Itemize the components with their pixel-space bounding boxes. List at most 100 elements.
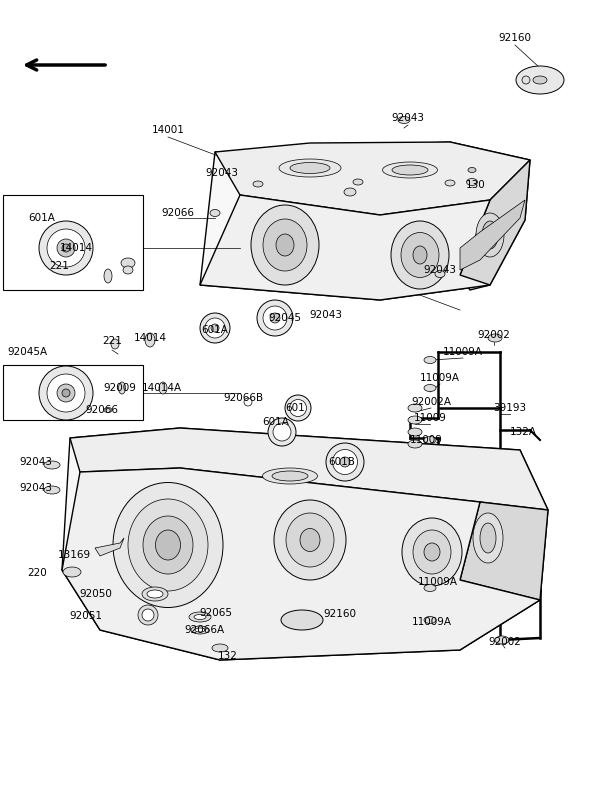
Text: 601A: 601A xyxy=(202,325,229,335)
Text: 92002: 92002 xyxy=(488,637,521,647)
Text: 92043: 92043 xyxy=(310,310,343,320)
Ellipse shape xyxy=(143,516,193,574)
Ellipse shape xyxy=(195,628,205,632)
Ellipse shape xyxy=(408,416,422,424)
Ellipse shape xyxy=(212,644,228,652)
Text: 92043: 92043 xyxy=(205,168,239,178)
Ellipse shape xyxy=(345,189,355,195)
Text: 92160: 92160 xyxy=(323,609,356,619)
Ellipse shape xyxy=(276,234,294,256)
Text: 92050: 92050 xyxy=(80,589,112,599)
Text: 11009A: 11009A xyxy=(420,373,460,383)
Text: 220: 220 xyxy=(27,568,47,578)
Ellipse shape xyxy=(468,167,476,173)
Ellipse shape xyxy=(104,269,112,283)
Ellipse shape xyxy=(155,530,181,560)
Text: 92043: 92043 xyxy=(19,457,53,467)
Ellipse shape xyxy=(111,339,119,349)
Text: 92002A: 92002A xyxy=(411,397,451,407)
Polygon shape xyxy=(460,200,525,270)
Ellipse shape xyxy=(482,221,498,249)
Ellipse shape xyxy=(44,461,60,469)
Ellipse shape xyxy=(119,382,125,394)
Ellipse shape xyxy=(413,246,427,264)
Polygon shape xyxy=(215,142,530,215)
Ellipse shape xyxy=(488,334,502,342)
Text: 92009: 92009 xyxy=(104,383,136,393)
Ellipse shape xyxy=(272,471,308,481)
Ellipse shape xyxy=(147,590,163,598)
Ellipse shape xyxy=(344,188,356,196)
Polygon shape xyxy=(460,502,548,600)
Ellipse shape xyxy=(205,318,225,338)
Ellipse shape xyxy=(445,180,455,186)
Polygon shape xyxy=(70,428,548,510)
Text: 14014: 14014 xyxy=(59,243,92,253)
Ellipse shape xyxy=(290,400,307,416)
Text: 92066B: 92066B xyxy=(223,393,263,403)
Bar xyxy=(3,365,143,420)
Ellipse shape xyxy=(392,165,428,175)
Ellipse shape xyxy=(268,418,296,446)
Ellipse shape xyxy=(286,513,334,567)
Text: 11009: 11009 xyxy=(410,435,442,445)
Ellipse shape xyxy=(340,457,350,467)
Ellipse shape xyxy=(191,626,209,634)
Polygon shape xyxy=(200,195,490,300)
Ellipse shape xyxy=(47,229,85,267)
Ellipse shape xyxy=(273,423,291,441)
Ellipse shape xyxy=(145,333,155,347)
Ellipse shape xyxy=(121,258,135,268)
Text: 92045A: 92045A xyxy=(7,347,47,357)
Ellipse shape xyxy=(211,324,219,332)
Ellipse shape xyxy=(57,239,75,257)
Text: 11009A: 11009A xyxy=(443,347,483,357)
Text: 92066: 92066 xyxy=(86,405,119,415)
Ellipse shape xyxy=(253,181,263,187)
Ellipse shape xyxy=(62,244,70,252)
Ellipse shape xyxy=(424,543,440,561)
Ellipse shape xyxy=(424,584,436,592)
Text: 11009: 11009 xyxy=(413,413,446,423)
Ellipse shape xyxy=(300,528,320,551)
Ellipse shape xyxy=(263,219,307,271)
Text: 92043: 92043 xyxy=(424,265,457,275)
Ellipse shape xyxy=(263,306,287,330)
Ellipse shape xyxy=(44,486,60,494)
Ellipse shape xyxy=(424,357,436,363)
Text: 130: 130 xyxy=(466,180,486,190)
Polygon shape xyxy=(200,142,530,300)
Bar xyxy=(3,195,143,290)
Ellipse shape xyxy=(424,436,436,443)
Text: 92043: 92043 xyxy=(19,483,53,493)
Ellipse shape xyxy=(533,76,547,84)
Text: 92065: 92065 xyxy=(199,608,233,618)
Ellipse shape xyxy=(383,162,437,178)
Ellipse shape xyxy=(285,395,311,421)
Ellipse shape xyxy=(200,313,230,343)
Ellipse shape xyxy=(332,450,358,474)
Polygon shape xyxy=(62,468,540,660)
Ellipse shape xyxy=(142,609,154,621)
Ellipse shape xyxy=(194,615,206,619)
Text: 39193: 39193 xyxy=(493,403,527,413)
Ellipse shape xyxy=(480,523,496,553)
Ellipse shape xyxy=(62,389,70,397)
Text: parts.rewiki.pl: parts.rewiki.pl xyxy=(250,460,370,540)
Ellipse shape xyxy=(104,408,112,412)
Ellipse shape xyxy=(113,482,223,607)
Ellipse shape xyxy=(473,513,503,563)
Text: 92160: 92160 xyxy=(499,33,532,43)
Ellipse shape xyxy=(424,616,436,623)
Ellipse shape xyxy=(274,500,346,580)
Ellipse shape xyxy=(408,428,422,436)
Ellipse shape xyxy=(210,209,220,216)
Ellipse shape xyxy=(413,530,451,574)
Text: 92051: 92051 xyxy=(70,611,103,621)
Ellipse shape xyxy=(408,404,422,412)
Ellipse shape xyxy=(435,270,445,278)
Ellipse shape xyxy=(495,636,509,644)
Ellipse shape xyxy=(142,587,168,601)
Ellipse shape xyxy=(401,232,439,278)
Text: 601B: 601B xyxy=(329,457,355,467)
